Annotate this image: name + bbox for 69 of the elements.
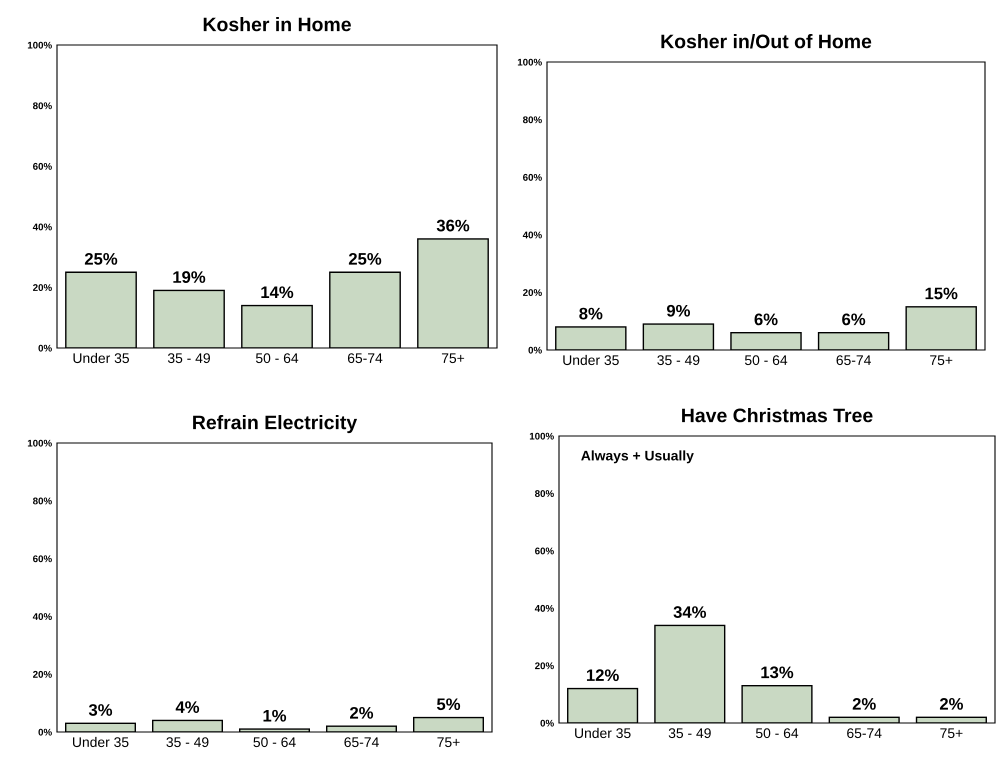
x-tick-label: 35 - 49: [657, 355, 700, 366]
x-tick-label: 50 - 64: [256, 353, 298, 364]
x-tick-label: 65-74: [348, 353, 382, 364]
x-tick-label: 50 - 64: [253, 737, 296, 748]
x-tick-label: 50 - 64: [744, 355, 788, 366]
y-tick-label: 80%: [32, 498, 52, 504]
data-label: 34%: [674, 606, 706, 618]
data-label: 12%: [586, 669, 619, 682]
x-tick-label: Under 35: [74, 352, 129, 364]
y-tick-label: 20%: [535, 662, 554, 670]
y-tick-label: 80%: [522, 116, 542, 124]
data-label: 25%: [84, 252, 118, 265]
data-label: 14%: [261, 286, 294, 298]
x-tick-label: 50 - 64: [756, 728, 798, 738]
data-label: 8%: [579, 308, 602, 320]
y-tick-label: 40%: [32, 613, 52, 620]
chart-title: Have Christmas Tree: [682, 408, 873, 422]
y-tick-label: 60%: [33, 162, 52, 170]
y-tick-label: 100%: [530, 432, 554, 440]
data-label: 2%: [940, 698, 964, 710]
data-label: 19%: [173, 271, 206, 283]
x-tick-label: 75+: [437, 737, 460, 748]
annotation: Always + Usually: [581, 450, 694, 464]
y-tick-label: 20%: [33, 670, 52, 678]
x-tick-label: 65-74: [344, 737, 379, 748]
x-tick-label: 35 - 49: [668, 728, 711, 738]
y-tick-label: 20%: [33, 284, 52, 292]
data-label: 1%: [264, 710, 286, 722]
data-label: 15%: [926, 288, 958, 300]
data-label: 3%: [88, 704, 112, 716]
y-tick-label: 40%: [522, 232, 542, 238]
x-tick-label: 65-74: [847, 728, 882, 738]
chart-title: Refrain Electricity: [193, 415, 358, 434]
y-tick-label: 80%: [32, 102, 52, 110]
y-tick-label: 60%: [535, 548, 554, 554]
x-tick-label: Under 35: [563, 354, 619, 366]
y-tick-label: 40%: [534, 604, 554, 612]
x-tick-label: Under 35: [73, 736, 128, 748]
data-label: 2%: [852, 698, 876, 710]
data-label: 9%: [666, 304, 690, 317]
x-tick-label: Under 35: [575, 728, 631, 738]
x-tick-label: 75+: [940, 728, 962, 738]
y-tick-label: 40%: [32, 224, 52, 230]
y-tick-label: 0%: [38, 344, 52, 352]
y-tick-label: 0%: [540, 720, 554, 727]
x-tick-label: 65-74: [836, 355, 871, 366]
chart-title: Kosher in Home: [204, 17, 351, 32]
y-tick-label: 80%: [534, 490, 554, 498]
data-label: 36%: [436, 220, 470, 232]
y-tick-label: 0%: [528, 346, 542, 354]
y-tick-label: 20%: [523, 289, 542, 296]
data-label: 13%: [761, 666, 794, 678]
y-tick-label: 60%: [523, 174, 542, 181]
data-label: 5%: [436, 698, 460, 710]
y-tick-label: 60%: [33, 555, 52, 562]
data-label: 4%: [176, 701, 200, 713]
data-label: 2%: [350, 706, 374, 719]
y-tick-label: 100%: [28, 42, 52, 49]
x-tick-label: 75+: [930, 355, 952, 366]
data-label: 25%: [348, 252, 382, 265]
y-tick-label: 100%: [518, 58, 542, 66]
x-tick-label: 35 - 49: [168, 353, 210, 364]
x-tick-label: 75+: [442, 353, 464, 364]
y-tick-label: 100%: [28, 440, 52, 447]
y-tick-label: 0%: [38, 728, 52, 736]
chart-title: Kosher in/Out of Home: [661, 34, 872, 48]
x-tick-label: 35 - 49: [166, 737, 208, 748]
data-label: 6%: [754, 313, 778, 326]
data-label: 6%: [842, 313, 866, 326]
